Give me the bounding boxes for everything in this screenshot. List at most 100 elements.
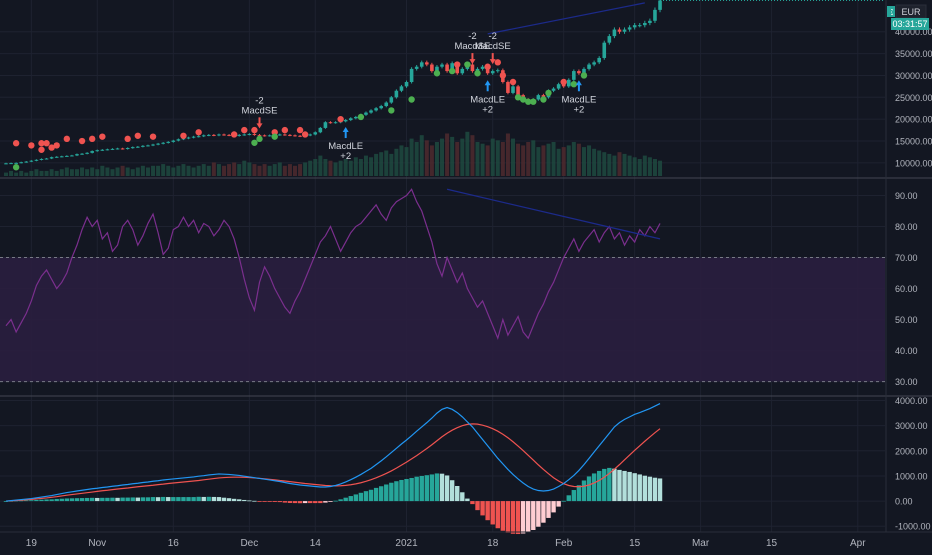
candle-body [455, 63, 460, 74]
candle-body [389, 97, 394, 103]
candle-body [450, 63, 454, 72]
volume-bar [216, 164, 221, 176]
candle-body [75, 154, 79, 156]
candle-body [237, 134, 242, 136]
candle-body [343, 120, 348, 122]
macd-histogram-bar [110, 497, 115, 502]
sar-dot [296, 126, 304, 134]
price-scales[interactable]: 10000.00 15000.00 20000.00 25000.00 30000.00… [895, 27, 932, 531]
countdown-badge [891, 18, 929, 30]
macd-histogram-bar [19, 500, 24, 502]
macd-histogram-bar [652, 477, 658, 502]
volume-bar [242, 160, 247, 176]
volume-bar [267, 165, 272, 176]
volume-bar [95, 169, 100, 176]
candle-body [409, 68, 414, 83]
volume-bar [379, 152, 384, 176]
volume-bar [80, 167, 85, 176]
volume-bar [363, 155, 368, 176]
scale-tick-label: 40.00 [895, 346, 918, 356]
candle-body [191, 136, 196, 138]
volume-bar [505, 133, 510, 176]
volume-bar [282, 165, 287, 176]
volume-bar [612, 155, 617, 176]
volume-bar [14, 172, 19, 176]
sar-dot [484, 63, 491, 70]
time-tick-label: 15 [629, 538, 641, 549]
macd-histogram-bar [100, 497, 105, 502]
macd-histogram-bar [201, 496, 206, 502]
volume-bar [597, 150, 602, 176]
volume-bar [151, 165, 156, 176]
candle-body [470, 64, 475, 72]
candle-body [561, 84, 566, 87]
macd-histogram-bar [242, 499, 247, 502]
candle-body [262, 135, 267, 137]
volume-bar [602, 152, 607, 176]
volume-bar [292, 165, 297, 176]
sar-dot [271, 129, 278, 136]
volume-bar [404, 147, 409, 176]
volume-bar [64, 167, 69, 176]
time-scale[interactable]: 19 Nov 16 Dec 14 2021 18 Feb 15 Mar 15 Apr [26, 538, 866, 549]
candle-body [495, 70, 500, 72]
volume-bar [120, 165, 125, 176]
sar-dot [271, 133, 278, 140]
macd-histogram-bar [485, 501, 490, 521]
rsi-line[interactable] [5, 188, 661, 341]
candle-body [556, 84, 561, 89]
volume-bar [399, 145, 404, 176]
macd-histogram-bar [449, 480, 455, 502]
candle-body [643, 22, 647, 26]
scale-tick-label: 0.00 [895, 497, 913, 507]
volume-bar [581, 147, 586, 176]
macd-histogram-bar [546, 501, 551, 518]
candle-body [54, 156, 59, 158]
sar-dot [474, 70, 481, 77]
macd-histogram-bar [429, 474, 435, 502]
macd-histogram-bar [308, 501, 313, 504]
volume-bar [145, 167, 150, 176]
candle-body [95, 150, 100, 152]
sar-dot [560, 78, 567, 86]
macd-histogram-bar [297, 501, 303, 504]
macd-histogram-bar [150, 497, 156, 502]
sar-dot [195, 129, 202, 136]
sar-dot [464, 61, 471, 68]
pane-separators[interactable] [0, 0, 932, 533]
candle-body [490, 71, 495, 74]
macd-panel[interactable] [3, 402, 663, 535]
scale-tick-label: 4000.00 [895, 396, 928, 406]
sar-dot [251, 126, 258, 134]
macd-histogram-bar [171, 497, 176, 502]
sar-dot [514, 94, 522, 101]
candle-body [435, 66, 439, 72]
scale-tick-label: 1000.00 [895, 471, 928, 481]
sar-dot [230, 131, 238, 138]
short-arrowhead-icon [256, 123, 263, 129]
candle-body [283, 134, 287, 136]
volume-bar [303, 162, 308, 176]
candle-body [65, 155, 69, 157]
sar-dot [38, 140, 45, 147]
volume-bar [74, 169, 79, 176]
candle-body [90, 151, 94, 153]
volume-bar [358, 159, 363, 176]
currency-label[interactable]: EUR [901, 7, 921, 17]
candle-body [328, 122, 333, 124]
volume-bar [546, 143, 551, 176]
volume-bar [54, 170, 59, 176]
candle-body [318, 127, 323, 133]
volume-bar [9, 170, 14, 176]
sar-dot [499, 72, 507, 79]
candle-body [384, 102, 389, 107]
price-trend-line [487, 2, 645, 35]
volume-bar [298, 164, 303, 176]
macd-histogram-bar [419, 475, 424, 502]
macd-histogram-bar [531, 501, 536, 530]
candle-body [222, 134, 226, 136]
macd-histogram-bar [505, 501, 511, 533]
candle-body [541, 95, 546, 98]
